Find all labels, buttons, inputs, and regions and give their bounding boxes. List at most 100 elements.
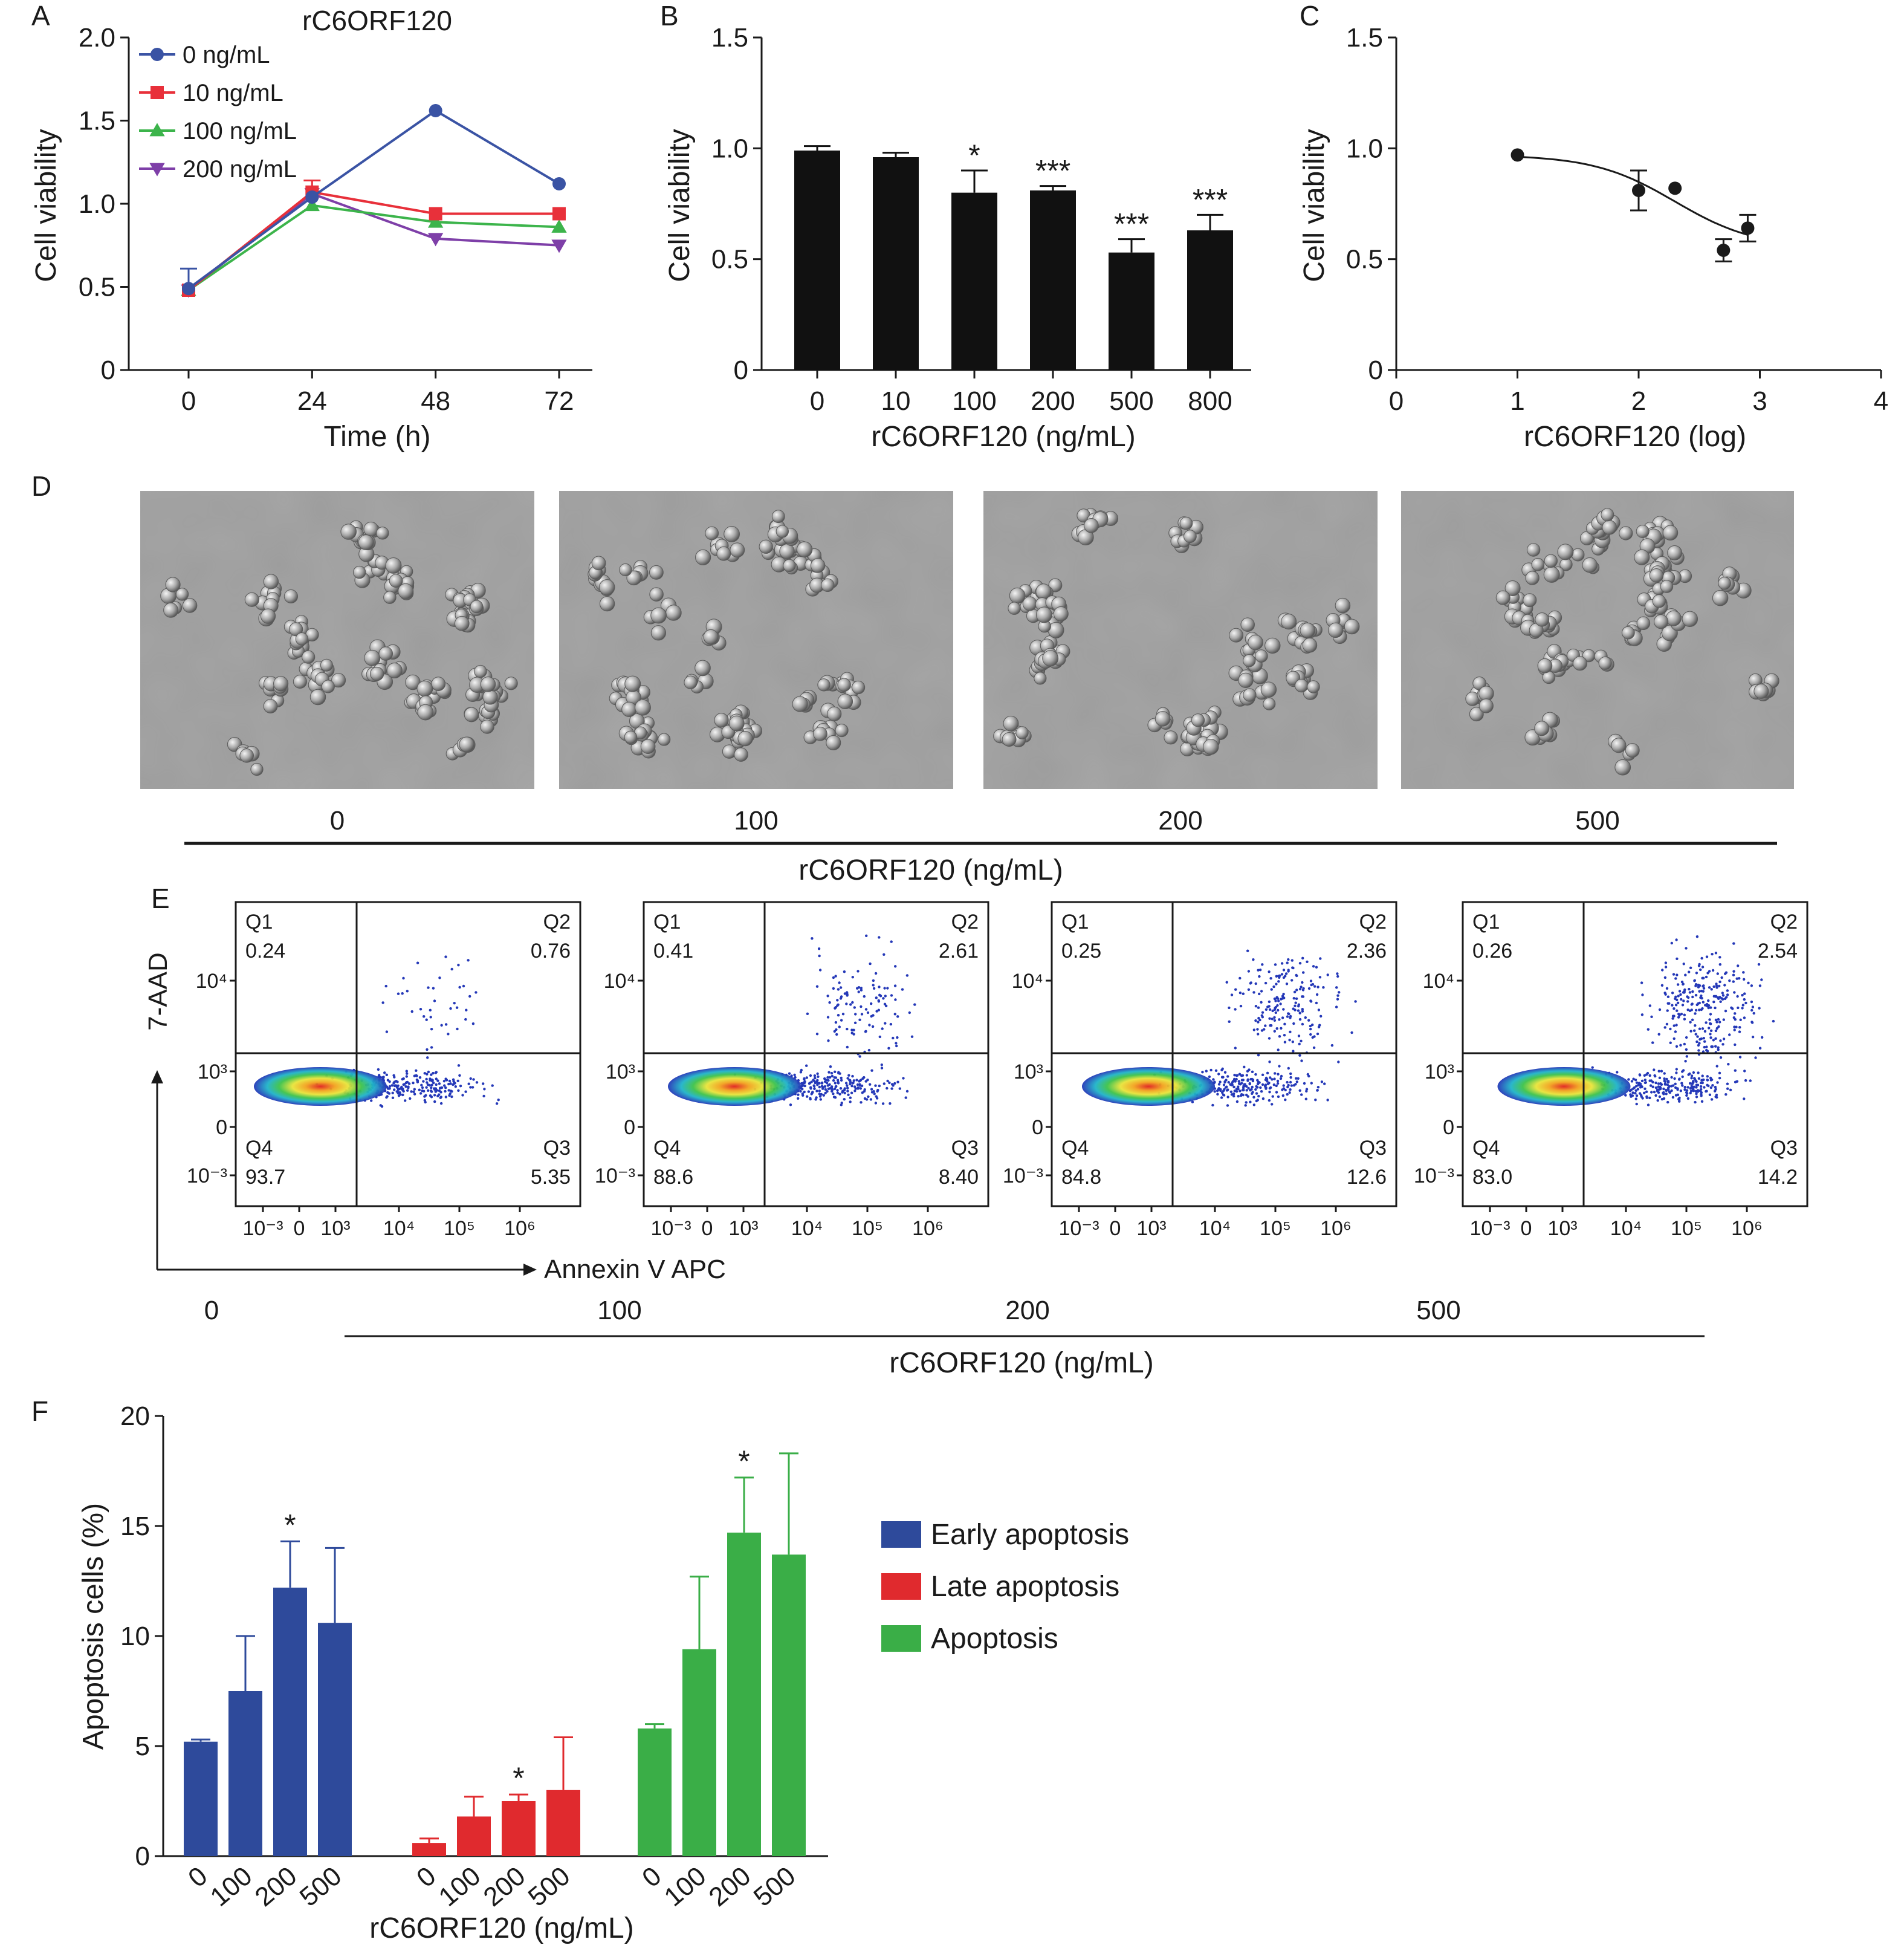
flow-event bbox=[1668, 1090, 1671, 1093]
flow-event bbox=[1282, 1084, 1285, 1087]
flow-event bbox=[1695, 1040, 1698, 1044]
cell bbox=[250, 762, 264, 776]
flow-event bbox=[1298, 1089, 1301, 1093]
cell bbox=[1009, 587, 1026, 604]
flow-event bbox=[401, 1089, 404, 1092]
cell bbox=[1544, 554, 1558, 568]
panel-a-series-0 bbox=[180, 104, 566, 296]
flow-event bbox=[1663, 1026, 1666, 1029]
flow-event bbox=[426, 1073, 429, 1076]
flow-event bbox=[430, 1046, 433, 1049]
flow-event bbox=[1689, 1030, 1692, 1033]
flow-y-tick-label: 0 bbox=[1443, 1116, 1454, 1139]
flow-event bbox=[836, 999, 839, 1002]
quadrant-q4-name: Q4 bbox=[1061, 1137, 1089, 1160]
cell bbox=[263, 699, 278, 713]
flow-event bbox=[1336, 998, 1339, 1001]
flow-event bbox=[1675, 1045, 1679, 1048]
flow-event bbox=[896, 1080, 899, 1083]
flow-event bbox=[1715, 1096, 1718, 1099]
flow-event bbox=[860, 1013, 864, 1016]
flow-event bbox=[866, 1011, 870, 1015]
flow-event bbox=[419, 1092, 423, 1095]
quadrant-q4-value: 93.7 bbox=[245, 1166, 285, 1189]
flow-event bbox=[818, 1082, 821, 1085]
flow-event bbox=[1298, 1018, 1302, 1021]
flow-event bbox=[836, 1089, 839, 1092]
flow-event bbox=[1303, 1082, 1306, 1085]
flow-event bbox=[1689, 1091, 1692, 1095]
flow-event bbox=[1318, 976, 1322, 979]
flow-plot-3: Q1 0.26 Q2 2.54 Q4 83.0 Q3 14.2 10⁴ 10³ 0 10⁻³ 10⁻³ 0… bbox=[1414, 901, 1808, 1325]
flow-event bbox=[853, 1006, 856, 1009]
flow-event bbox=[849, 1096, 852, 1099]
flow-event bbox=[426, 1083, 430, 1086]
flow-event bbox=[1726, 1082, 1729, 1085]
flow-event bbox=[1289, 1080, 1292, 1084]
flow-event bbox=[1295, 1080, 1298, 1083]
flow-event bbox=[1707, 1084, 1710, 1088]
panel-f-bar bbox=[546, 1790, 580, 1856]
flow-event bbox=[1716, 996, 1719, 999]
panel-f-y-tick-label: 0 bbox=[135, 1842, 150, 1871]
flow-event bbox=[1696, 1089, 1700, 1092]
flow-event bbox=[1258, 1018, 1261, 1022]
flow-event bbox=[1705, 1045, 1708, 1048]
flow-event bbox=[1255, 1099, 1258, 1103]
flow-event bbox=[1288, 1091, 1291, 1094]
flow-event bbox=[1630, 1088, 1633, 1091]
flow-event bbox=[1282, 993, 1285, 996]
flow-event bbox=[418, 1088, 421, 1091]
flow-event bbox=[1208, 1075, 1211, 1079]
flow-event bbox=[1266, 1080, 1269, 1083]
flow-event bbox=[1674, 1004, 1678, 1007]
flow-event bbox=[1744, 1079, 1747, 1082]
cell bbox=[1535, 612, 1550, 627]
flow-event bbox=[1685, 1094, 1688, 1097]
flow-event bbox=[1694, 993, 1698, 997]
flow-event bbox=[1698, 1027, 1702, 1030]
cell bbox=[684, 675, 698, 689]
flow-event bbox=[869, 962, 872, 966]
flow-event bbox=[1305, 1088, 1309, 1091]
panel-a-y-tick-label: 1.0 bbox=[79, 189, 115, 219]
flow-event bbox=[838, 981, 841, 984]
cell bbox=[1184, 530, 1197, 544]
flow-event bbox=[1702, 976, 1705, 980]
quadrant-q1-name: Q1 bbox=[653, 911, 681, 933]
flow-event bbox=[1719, 1056, 1723, 1059]
flow-event bbox=[1709, 1022, 1712, 1025]
flow-event bbox=[811, 937, 814, 940]
flow-event bbox=[1297, 1077, 1300, 1080]
flow-event bbox=[1223, 1080, 1226, 1083]
flow-event bbox=[805, 1076, 809, 1079]
flow-event bbox=[1734, 1069, 1737, 1072]
flow-event bbox=[832, 1096, 836, 1099]
flow-event bbox=[392, 1082, 395, 1085]
flow-event bbox=[890, 1087, 893, 1090]
flow-event bbox=[1700, 1100, 1704, 1103]
flow-event bbox=[881, 1102, 885, 1105]
flow-event bbox=[847, 1093, 850, 1097]
flow-event bbox=[850, 1091, 853, 1094]
quadrant-q1-name: Q1 bbox=[1472, 911, 1500, 933]
flow-event bbox=[444, 1089, 447, 1093]
flow-event bbox=[495, 1102, 499, 1105]
cell bbox=[302, 650, 316, 664]
flow-event bbox=[474, 991, 478, 994]
flow-event bbox=[1222, 1076, 1225, 1079]
flow-event bbox=[1688, 987, 1691, 991]
flow-event bbox=[807, 1090, 811, 1093]
panel-b-bar bbox=[951, 192, 997, 370]
micrograph-texture bbox=[559, 491, 953, 789]
flow-event bbox=[455, 1006, 459, 1009]
flow-event bbox=[1639, 1084, 1642, 1087]
flow-event bbox=[1254, 1073, 1257, 1076]
flow-y-tick-label: 10³ bbox=[1425, 1060, 1454, 1083]
flow-event bbox=[856, 1083, 860, 1086]
cell bbox=[1260, 681, 1277, 698]
flow-event bbox=[393, 1084, 397, 1088]
cell bbox=[1619, 526, 1633, 541]
flow-event bbox=[483, 1088, 486, 1091]
flow-event bbox=[1716, 1081, 1719, 1084]
